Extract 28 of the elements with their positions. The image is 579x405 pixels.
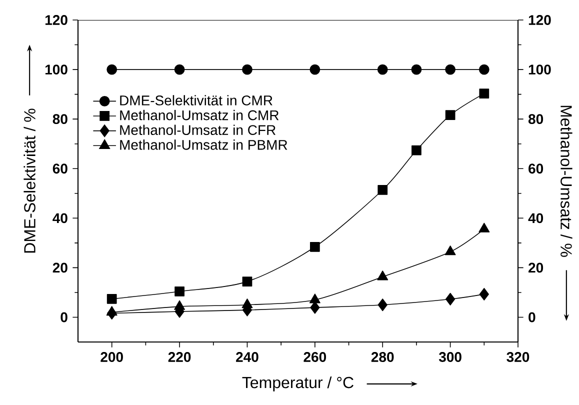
y-tick-label: 60: [52, 164, 68, 174]
x-tick-label: 220: [168, 352, 191, 362]
legend-label: Methanol-Umsatz in CFR: [120, 124, 276, 136]
y2-tick-label: 0: [528, 312, 536, 322]
legend-label: Methanol-Umsatz in CMR: [120, 110, 279, 120]
y2-tick-label: 60: [528, 164, 544, 174]
y2-tick-label: 40: [528, 213, 544, 224]
y2-tick-label: 20: [528, 262, 544, 273]
y-tick-label: 120: [45, 15, 68, 25]
x-tick-label: 280: [371, 352, 394, 362]
y-tick-label: 0: [60, 312, 68, 322]
y-tick-label: 100: [45, 64, 68, 75]
x-tick-label: 300: [438, 352, 462, 362]
y2-axis-title: Methanol-Umsatz / %: [560, 106, 572, 257]
y2-tick-label: 80: [528, 114, 544, 124]
y2-tick-label: 100: [528, 64, 551, 75]
y-tick-label: 80: [52, 114, 68, 124]
x-tick-label: 260: [304, 352, 326, 362]
x-tick-label: 200: [100, 352, 123, 362]
y-axis-title: DME-Selektivität / %: [24, 108, 36, 253]
x-axis-title: Temperatur / °C: [242, 376, 354, 392]
y2-tick-label: 120: [528, 15, 551, 25]
y-tick-label: 20: [52, 262, 68, 273]
x-tick-label: 320: [506, 352, 530, 362]
legend-label: DME-Selektivität in CMR: [120, 95, 272, 106]
y-tick-label: 40: [52, 213, 68, 224]
legend-label: Methanol-Umsatz in PBMR: [120, 140, 288, 150]
x-tick-label: 240: [236, 352, 258, 362]
